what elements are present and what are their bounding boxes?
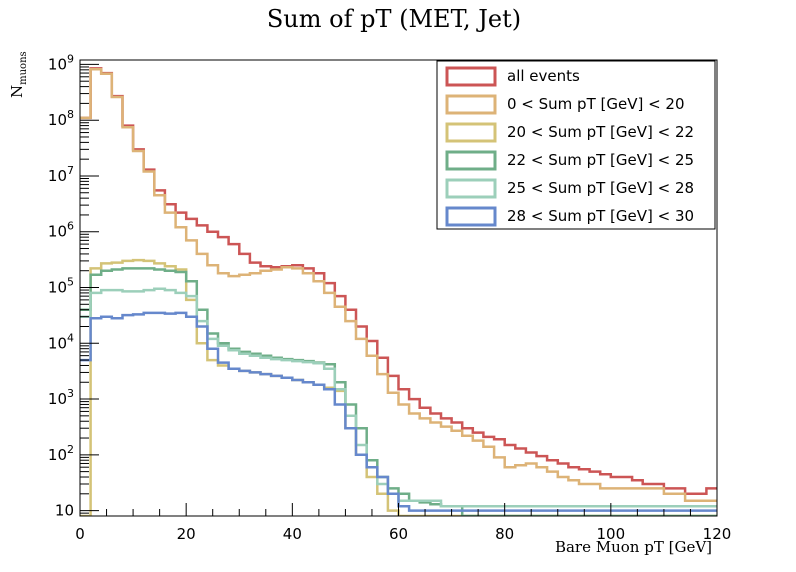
series-line-2 xyxy=(80,67,717,503)
legend-swatch-1 xyxy=(445,66,497,87)
series-line-1 xyxy=(80,67,717,496)
legend-label-5: 25 < Sum pT [GeV] < 28 xyxy=(507,179,694,197)
x-axis-title: Bare Muon pT [GeV] xyxy=(555,538,712,556)
legend-swatch-5 xyxy=(445,178,497,199)
x-tick-label-3: 60 xyxy=(389,525,408,543)
y-axis-title: Nmuons xyxy=(8,51,29,98)
series-line-4 xyxy=(80,267,717,516)
y-tick-label-8: 109 xyxy=(48,52,74,73)
y-tick-label-1: 102 xyxy=(48,443,74,464)
x-tick-label-4: 80 xyxy=(495,525,514,543)
legend-box xyxy=(436,60,716,230)
legend-swatch-2 xyxy=(445,94,497,115)
legend-label-2: 0 < Sum pT [GeV] < 20 xyxy=(507,95,685,113)
axis-layer: 0 20 40 60 80 100 120 10 102 103 104 105 106 107 108 10… xyxy=(48,52,731,543)
legend-swatch-4 xyxy=(445,150,497,171)
y-tick-label-5: 106 xyxy=(48,220,74,241)
x-tick-label-2: 40 xyxy=(283,525,302,543)
x-tick-label-5: 100 xyxy=(597,525,626,543)
x-tick-label-0: 0 xyxy=(75,525,85,543)
series-line-5 xyxy=(80,287,717,508)
chart-title: Sum of pT (MET, Jet) xyxy=(267,5,521,33)
legend: all events 0 < Sum pT [GeV] < 20 20 < Sum … xyxy=(436,60,716,230)
legend-label-3: 20 < Sum pT [GeV] < 22 xyxy=(507,123,694,141)
legend-swatch-6 xyxy=(445,206,497,227)
x-tick-label-1: 20 xyxy=(177,525,196,543)
legend-swatch-3 xyxy=(445,122,497,143)
y-tick-label-0: 10 xyxy=(55,502,74,520)
legend-label-6: 28 < Sum pT [GeV] < 30 xyxy=(507,207,694,225)
y-tick-label-7: 108 xyxy=(48,108,74,129)
x-tick-label-6: 120 xyxy=(703,525,732,543)
legend-label-1: all events xyxy=(507,67,580,85)
y-axis-title-sub: muons xyxy=(18,51,29,85)
y-tick-label-4: 105 xyxy=(48,276,74,297)
y-tick-label-2: 103 xyxy=(48,387,74,408)
y-tick-label-3: 104 xyxy=(48,331,74,352)
y-axis-title-main: N xyxy=(8,85,26,98)
series-line-6 xyxy=(80,311,717,512)
y-tick-label-6: 107 xyxy=(48,164,74,185)
legend-label-4: 22 < Sum pT [GeV] < 25 xyxy=(507,151,694,169)
